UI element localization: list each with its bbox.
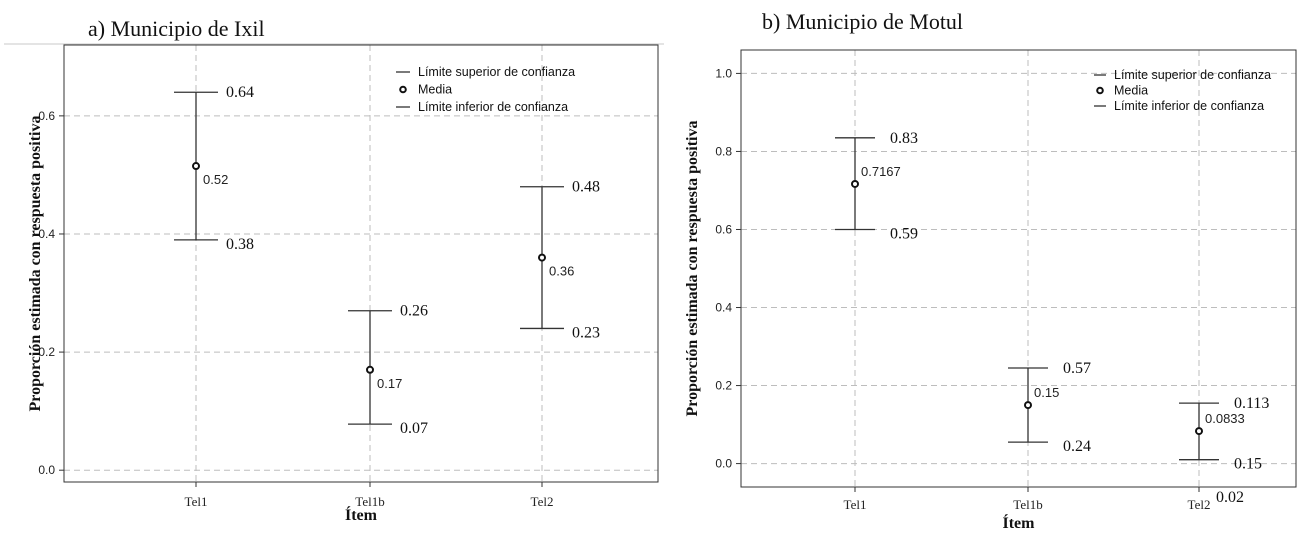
y-tick-label: 0.0 [715, 457, 732, 471]
legend: Límite superior de confianza MediaLímite … [1094, 68, 1271, 113]
legend-entry: Límite superior de confianza [418, 65, 575, 79]
lower-value-label: 0.23 [572, 324, 600, 341]
mean-value-label: 0.15 [1034, 385, 1059, 400]
y-tick-label: 0.4 [38, 227, 55, 241]
y-tick-label: 0.6 [715, 222, 732, 236]
legend-entry: Límite inferior de confianza [418, 100, 568, 114]
y-tick-label: 0.0 [38, 463, 55, 477]
y-tick-label: 0.8 [715, 144, 732, 158]
x-axis-label: Ítem [1003, 513, 1036, 532]
mean-point [538, 253, 546, 262]
y-axis-label: Proporción estimada con respuesta positi… [684, 120, 701, 416]
mean-point [1195, 427, 1203, 436]
upper-value-label: 0.64 [226, 84, 254, 101]
upper-value-label: 0.83 [890, 130, 918, 147]
x-category-label: Tel2 [1188, 497, 1211, 512]
y-tick-label: 1.0 [715, 66, 732, 80]
legend-entry: Límite superior de confianza [1114, 68, 1271, 82]
lower-value-label: 0.59 [890, 225, 918, 242]
lower-value-label: 0.07 [400, 420, 428, 437]
legend-entry: Límite inferior de confianza [1114, 99, 1264, 113]
mean-point [1024, 401, 1032, 410]
upper-value-label: 0.48 [572, 179, 600, 196]
y-axis-label: Proporción estimada con respuesta positi… [27, 115, 44, 411]
mean-point [192, 162, 200, 171]
lower-value-label: 0.15 [1234, 456, 1262, 473]
mean-value-label: 0.36 [549, 264, 574, 279]
legend: Límite superior de confianza Media Límite … [396, 65, 575, 114]
y-tick-label: 0.2 [715, 379, 732, 393]
mean-value-label: 0.17 [377, 376, 402, 391]
legend-mean-symbol [399, 85, 407, 94]
lower-value-label: 0.38 [226, 236, 254, 253]
upper-value-label: 0.26 [400, 303, 428, 320]
extra-value-label: 0.02 [1216, 489, 1244, 506]
mean-value-label: 0.7167 [861, 164, 901, 179]
x-category-label: Tel1 [185, 494, 208, 509]
panel-title: a) Municipio de Ixil [88, 16, 265, 41]
legend-entry: Media [1114, 84, 1148, 98]
mean-point [851, 179, 859, 188]
upper-value-label: 0.113 [1234, 395, 1269, 412]
y-tick-label: 0.2 [38, 345, 55, 359]
y-tick-label: 0.6 [38, 109, 55, 123]
x-category-label: Tel2 [531, 494, 554, 509]
chart-panel-motul: b) Municipio de Motul 0.0 0.2 0.4 0.6 0.8 1.0 T… [684, 9, 1297, 532]
lower-value-label: 0.24 [1063, 438, 1091, 455]
y-tick-label: 0.4 [715, 301, 732, 315]
legend-entry: Media [418, 83, 452, 97]
x-category-label: Tel1b [1013, 497, 1042, 512]
plot-frame [740, 49, 1297, 488]
plot-frame [63, 44, 659, 483]
mean-value-label: 0.52 [203, 172, 228, 187]
x-axis-label: Ítem [345, 505, 378, 524]
x-category-label: Tel1b [355, 494, 384, 509]
mean-point [366, 365, 374, 374]
upper-value-label: 0.57 [1063, 360, 1091, 377]
panel-title: b) Municipio de Motul [762, 9, 963, 34]
x-category-label: Tel1 [844, 497, 867, 512]
mean-value-label: 0.0833 [1205, 411, 1245, 426]
chart-panel-ixil: a) Municipio de Ixil 0.0 0.2 0.4 0.6 Tel1 Tel1… [4, 16, 664, 524]
legend-mean-symbol [1096, 86, 1104, 95]
